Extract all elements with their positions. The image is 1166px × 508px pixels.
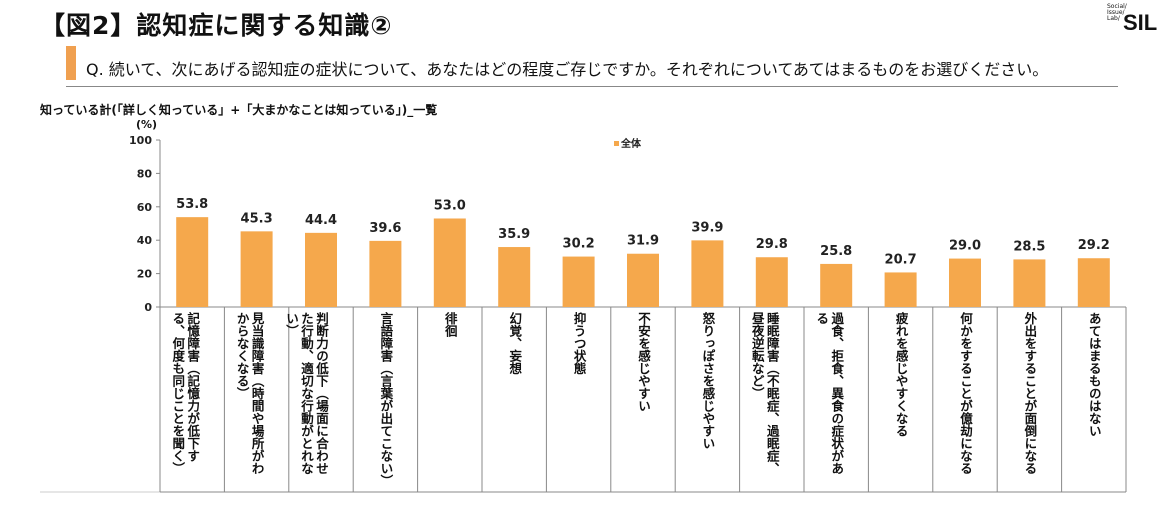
y-tick-label: 0 (144, 301, 152, 314)
bar (369, 240, 402, 307)
bar (433, 218, 466, 307)
bar (240, 231, 273, 307)
bar (1013, 259, 1046, 307)
question-text: Q. 続いて、次にあげる認知症の症状について、あなたはどの程度ご存じですか。それ… (86, 60, 1049, 79)
data-label: 45.3 (241, 211, 273, 226)
data-label: 28.5 (1013, 239, 1045, 254)
category-label: 不安を感じやすい (636, 312, 651, 412)
legend-label: 全体 (620, 137, 642, 150)
data-label: 39.6 (369, 221, 401, 236)
category-label: 徘徊 (442, 312, 458, 337)
bar (305, 232, 337, 307)
category-label: 判断力の低下（場面に合わせた行動、適切な行動がとれない） (284, 312, 329, 475)
question-accent-bar (66, 46, 76, 80)
category-label: 何かをすることが億劫になる (958, 312, 973, 475)
data-label: 35.9 (498, 227, 530, 242)
bar (562, 256, 595, 307)
chart-title: 知っている計(「詳しく知っている」+「大まかなことは知っている」)_一覧 (40, 103, 438, 117)
data-label: 20.7 (885, 252, 917, 267)
data-label: 29.2 (1078, 238, 1110, 253)
bar (627, 253, 659, 307)
category-label: 見当識障害（時間や場所がわからなくなる） (234, 312, 265, 475)
data-label: 53.8 (176, 197, 208, 212)
data-label: 29.8 (756, 237, 788, 252)
page-title: 【図2】認知症に関する知識② (40, 11, 393, 40)
category-label: 言語障害（言葉が出てこない） (378, 312, 394, 487)
data-label: 30.2 (563, 237, 595, 252)
data-label: 53.0 (434, 198, 466, 213)
category-label: 外出をすることが面倒になる (1022, 312, 1038, 475)
data-label: 44.4 (305, 213, 337, 228)
data-label: 31.9 (627, 234, 659, 249)
legend-swatch (614, 141, 619, 146)
bar (498, 247, 531, 307)
category-label: 幻覚、妄想 (507, 312, 523, 375)
category-label: 睡眠障害（不眠症、過眠症、昼夜逆転など） (749, 312, 780, 475)
y-tick-label: 60 (137, 201, 153, 214)
y-tick-label: 100 (129, 134, 152, 147)
y-tick-label: 20 (137, 268, 153, 281)
bar (176, 217, 209, 307)
category-label: 過食、拒食、異食の症状がある (814, 312, 845, 475)
bar (691, 240, 724, 307)
y-tick-label: 80 (137, 167, 153, 180)
category-label: 疲れを感じやすくなる (893, 312, 909, 437)
divider (66, 86, 1118, 87)
y-axis-unit: (%) (136, 118, 158, 131)
bar (820, 263, 853, 307)
category-label: 抑うつ状態 (571, 312, 587, 375)
category-label: 記憶障害（記憶力が低下する、何度も同じことを聞く） (170, 312, 201, 475)
bar (755, 257, 788, 307)
bar (1077, 258, 1110, 307)
bar (949, 258, 981, 307)
sil-logo: Social/ Issue/ Lab/SIL (1107, 3, 1158, 36)
category-label: 怒りっぽさを感じやすい (700, 312, 716, 450)
data-label: 25.8 (820, 244, 852, 259)
category-label: あてはまるものはない (1086, 312, 1102, 437)
bar (884, 272, 917, 307)
y-tick-label: 40 (137, 234, 153, 247)
data-label: 39.9 (691, 220, 723, 235)
data-label: 29.0 (949, 239, 981, 254)
